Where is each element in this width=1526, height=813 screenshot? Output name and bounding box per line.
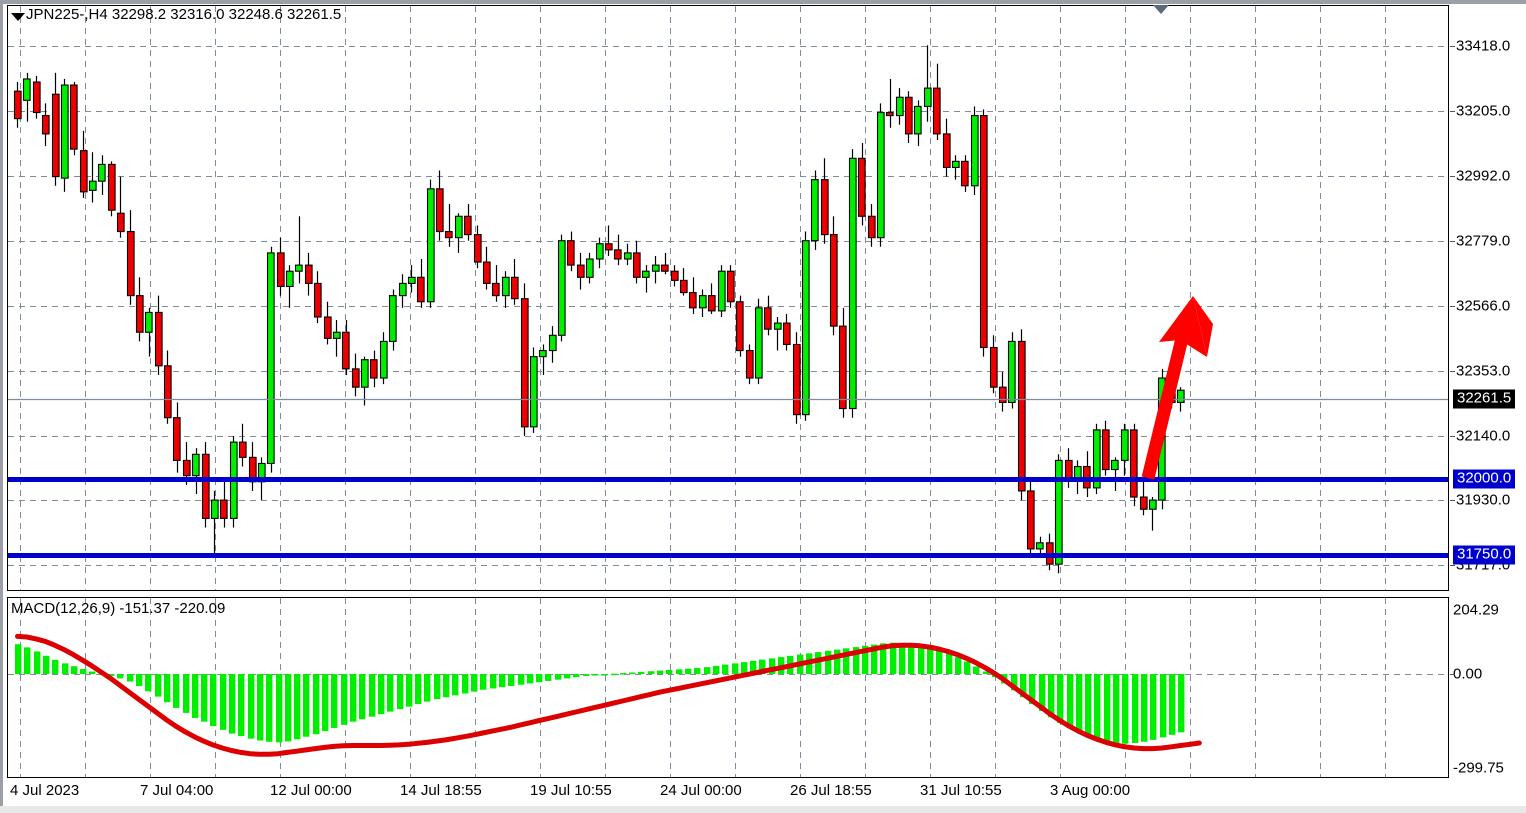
time-axis-label: 12 Jul 00:00: [270, 782, 352, 799]
macd-axis-label: 204.29: [1453, 601, 1499, 619]
bullish-arrow: [1141, 296, 1213, 480]
time-axis-label: 24 Jul 00:00: [660, 782, 742, 799]
price-axis-label: 32779.0: [1456, 232, 1511, 250]
price-axis-tick: [1450, 500, 1455, 502]
macd-series: [8, 598, 1448, 777]
candlestick-series: [8, 6, 1448, 590]
time-axis-label: 31 Jul 10:55: [920, 782, 1002, 799]
time-axis-label: 3 Aug 00:00: [1050, 782, 1131, 799]
price-axis-tick: [1450, 241, 1455, 242]
time-axis[interactable]: 4 Jul 2023 7 Jul 04:00 12 Jul 00:00 14 Jul …: [8, 780, 1448, 806]
price-axis[interactable]: 33418.0 33205.0 32992.0 32779.0 32566.0 32353…: [1450, 5, 1526, 591]
triangle-down-icon[interactable]: [11, 13, 25, 21]
level-price-badge[interactable]: 32000.0: [1453, 469, 1516, 489]
time-axis-label: 26 Jul 18:55: [790, 782, 872, 799]
time-axis-label: 14 Jul 18:55: [400, 782, 482, 799]
price-axis-tick: [1450, 306, 1455, 307]
price-axis-label: 31930.0: [1456, 491, 1511, 509]
price-axis-tick: [1450, 371, 1455, 372]
macd-plot-area[interactable]: [8, 598, 1448, 777]
price-panel-caption: JPN225-,H4 32298.2 32316.0 32248.6 32261…: [26, 6, 342, 23]
current-price-badge: 32261.5: [1453, 389, 1516, 409]
macd-axis-label: -299.75: [1453, 759, 1504, 777]
time-axis-label: 7 Jul 04:00: [140, 782, 214, 799]
price-axis-label: 32566.0: [1456, 297, 1511, 315]
price-axis-label: 32353.0: [1456, 362, 1511, 380]
price-axis-tick: [1450, 46, 1455, 47]
window-left-chrome: [0, 4, 3, 806]
time-axis-label: 4 Jul 2023: [10, 782, 80, 799]
price-axis-label: 32140.0: [1456, 427, 1511, 445]
price-axis-label: 33418.0: [1456, 37, 1511, 55]
window-top-chrome: [0, 0, 1526, 4]
price-axis-tick: [1450, 565, 1455, 567]
price-axis-tick: [1450, 176, 1455, 177]
macd-panel-caption: MACD(12,26,9) -151.37 -220.09: [11, 600, 226, 617]
window-bottom-chrome: [0, 806, 1526, 813]
price-plot-area[interactable]: [8, 6, 1448, 590]
triangle-down-marker-icon: [1153, 5, 1169, 14]
macd-axis-label: 0.00: [1453, 665, 1483, 683]
price-axis-label: 33205.0: [1456, 102, 1511, 120]
time-axis-label: 19 Jul 10:55: [530, 782, 612, 799]
price-axis-label: 32992.0: [1456, 167, 1511, 185]
macd-axis[interactable]: 204.29 0.00 -299.75: [1450, 597, 1526, 778]
macd-axis-tick: [1450, 674, 1455, 676]
level-price-badge[interactable]: 31750.0: [1453, 545, 1516, 565]
price-axis-tick: [1450, 111, 1455, 112]
price-axis-tick: [1450, 436, 1455, 437]
